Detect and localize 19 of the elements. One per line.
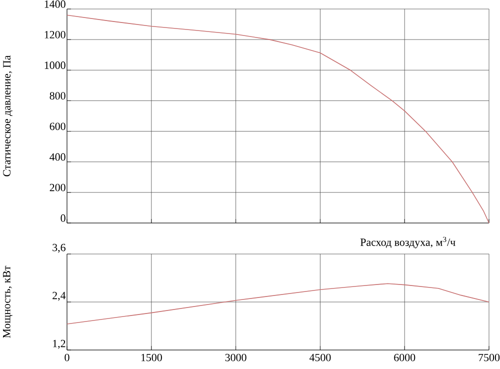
x-tick-label: 4500 xyxy=(309,354,331,362)
y-tick-label: 600 xyxy=(50,122,66,130)
y-axis-title: Статическое давление, Па xyxy=(3,55,13,176)
y-tick-label: 1400 xyxy=(44,0,66,8)
y-tick-label: 800 xyxy=(50,92,66,100)
x-axis-title: Расход воздуха, м$^{3}$/ч xyxy=(360,236,456,248)
y-tick-label: 1200 xyxy=(44,30,66,38)
y-tick-label: 1000 xyxy=(44,62,66,69)
x-tick-label: 7500 xyxy=(478,354,500,362)
x-tick-label: 6000 xyxy=(394,354,416,362)
y-tick-label: 2,4 xyxy=(52,292,66,301)
y-tick-label: 1,2 xyxy=(53,340,66,349)
y-axis-title: Мощность, кВт xyxy=(3,266,13,338)
x-tick-label: 1500 xyxy=(141,354,162,362)
y-tick-label: 3,6 xyxy=(52,244,66,253)
y-tick-label: 200 xyxy=(50,184,66,192)
y-tick-label: 0 xyxy=(60,214,66,222)
x-tick-label: 3000 xyxy=(225,354,246,362)
y-tick-label: 400 xyxy=(50,153,66,161)
